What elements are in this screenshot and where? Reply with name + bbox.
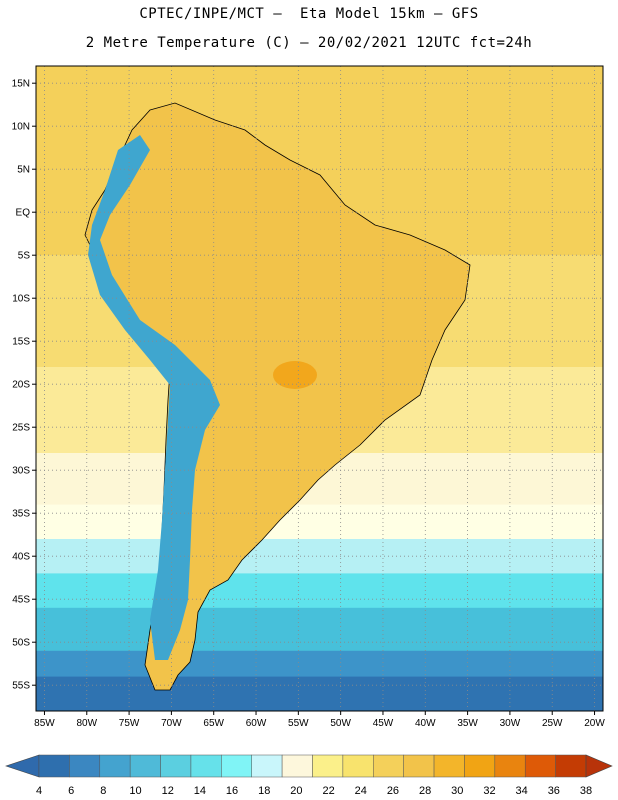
lon-tick-label: 45W	[373, 718, 394, 729]
colorbar-swatch	[221, 754, 252, 778]
colorbar-right-arrow	[585, 754, 613, 778]
colorbar-label: 28	[419, 785, 431, 797]
colorbar-swatch	[251, 754, 283, 778]
colorbar-swatch	[312, 754, 344, 778]
lat-tick-label: 5S	[18, 251, 31, 262]
lat-tick-label: 10N	[12, 122, 30, 133]
lon-tick-label: 75W	[119, 718, 140, 729]
colorbar-label: 14	[194, 785, 206, 797]
colorbar-swatch	[129, 754, 161, 778]
ocean-band	[36, 539, 603, 575]
lon-tick-label: 65W	[203, 718, 224, 729]
colorbar-label: 10	[129, 785, 141, 797]
colorbar-label: 16	[226, 785, 238, 797]
lat-tick-label: 15S	[12, 337, 30, 348]
latitude-tick-labels: 15N 10N 5N EQ 5S 10S 15S 20S 25S 30S 35S 40S 45S 50S 5…	[12, 79, 36, 692]
map-title-line-1: CPTEC/INPE/MCT – Eta Model 15km – GFS	[139, 6, 479, 22]
colorbar-label: 22	[322, 785, 334, 797]
lat-tick-label: 20S	[12, 380, 30, 391]
lon-tick-label: 60W	[246, 718, 267, 729]
colorbar-left-arrow	[5, 754, 40, 778]
colorbar-swatch	[494, 754, 526, 778]
colorbar-label: 8	[100, 785, 106, 797]
colorbar-label: 38	[580, 785, 592, 797]
lat-tick-label: 40S	[12, 552, 30, 563]
lat-tick-label: 45S	[12, 595, 30, 606]
colorbar-label: 6	[68, 785, 74, 797]
lon-tick-label: 25W	[542, 718, 563, 729]
lat-tick-label: 35S	[12, 509, 30, 520]
ocean-band	[36, 650, 603, 678]
lat-tick-label: 10S	[12, 294, 30, 305]
lat-tick-label: EQ	[16, 208, 31, 219]
colorbar-swatch	[373, 754, 404, 778]
colorbar-label: 4	[36, 785, 42, 797]
colorbar-swatch	[190, 754, 222, 778]
lon-tick-label: 85W	[34, 718, 55, 729]
colorbar-label: 26	[387, 785, 399, 797]
colorbar-swatch	[69, 754, 101, 778]
ocean-band	[36, 504, 603, 540]
colorbar-label: 12	[162, 785, 174, 797]
colorbar-label: 24	[355, 785, 367, 797]
colorbar-swatch	[433, 754, 465, 778]
lat-tick-label: 50S	[12, 638, 30, 649]
colorbar-swatch	[403, 754, 435, 778]
lon-tick-label: 35W	[457, 718, 478, 729]
map-frame	[35, 65, 604, 712]
colorbar-label: 30	[451, 785, 463, 797]
colorbar-swatch	[38, 754, 70, 778]
lat-tick-label: 55S	[12, 681, 30, 692]
lon-tick-label: 70W	[161, 718, 182, 729]
ocean-band	[36, 607, 603, 652]
ocean-band	[36, 676, 603, 711]
colorbar-swatch	[342, 754, 374, 778]
colorbar-swatch	[281, 754, 313, 778]
lon-tick-label: 50W	[330, 718, 351, 729]
lon-tick-label: 80W	[76, 718, 97, 729]
colorbar-label: 36	[548, 785, 560, 797]
lat-tick-label: 5N	[17, 165, 30, 176]
colorbar-label: 34	[516, 785, 528, 797]
andes-cold-band	[88, 135, 220, 660]
lon-tick-label: 20W	[584, 718, 605, 729]
colorbar-swatch	[524, 754, 556, 778]
heat-spot-pantanal	[273, 361, 317, 389]
colorbar-label: 20	[290, 785, 302, 797]
map-title-line-2: 2 Metre Temperature (C) – 20/02/2021 12U…	[85, 35, 533, 51]
colorbar-label: 18	[258, 785, 270, 797]
lat-tick-label: 25S	[12, 423, 30, 434]
lon-tick-label: 55W	[288, 718, 309, 729]
lon-tick-label: 40W	[415, 718, 436, 729]
lat-lon-gridlines	[36, 66, 603, 711]
colorbar-swatch	[160, 754, 192, 778]
colorbar-swatch	[464, 754, 496, 778]
longitude-tick-labels: 85W 80W 75W 70W 65W 60W 55W 50W 45W 40W 35W 30W 25W 2…	[34, 711, 605, 729]
colorbar-swatch	[99, 754, 131, 778]
ocean-band	[36, 573, 603, 609]
colorbar-label: 32	[483, 785, 495, 797]
lon-tick-label: 30W	[500, 718, 521, 729]
lat-tick-label: 15N	[12, 79, 30, 90]
colorbar-swatch	[555, 754, 587, 778]
lat-tick-label: 30S	[12, 466, 30, 477]
